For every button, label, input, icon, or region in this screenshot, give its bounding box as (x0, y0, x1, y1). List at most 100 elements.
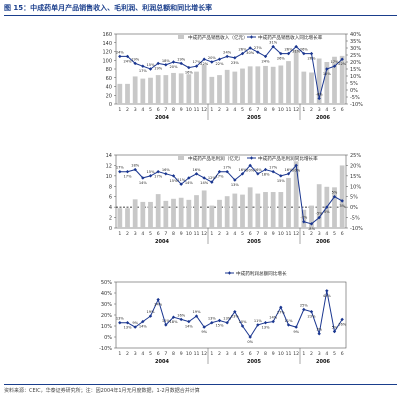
bar (286, 61, 291, 104)
data-label: 20% (292, 168, 301, 172)
x-tick-label: 7 (164, 351, 167, 357)
title-rule (4, 15, 397, 16)
data-label: 19% (154, 66, 163, 70)
data-label: 17% (116, 166, 125, 170)
y-right-tick-label: 25% (350, 53, 361, 59)
x-tick-label: 5 (149, 351, 152, 357)
bar (332, 187, 337, 228)
bar (293, 161, 299, 228)
series-point (240, 324, 245, 328)
legend-swatch-marker (249, 35, 254, 39)
x-tick-label: 4 (233, 351, 236, 357)
data-label: 16% (193, 168, 202, 172)
series-point (248, 46, 252, 50)
data-label: 9% (201, 330, 207, 334)
bar (232, 71, 238, 104)
x-tick-label: 5 (333, 231, 336, 237)
x-tick-label: 4 (141, 107, 144, 113)
bar (201, 64, 207, 104)
series-point (148, 67, 153, 71)
x-tick-label: 2 (218, 351, 221, 357)
series-point (325, 289, 329, 293)
x-tick-label: 5 (241, 231, 244, 237)
x-tick-label: 2 (218, 231, 221, 237)
bar (117, 208, 123, 228)
x-tick-label: 11 (194, 107, 200, 113)
series-point (194, 172, 199, 176)
data-label: 16% (177, 313, 186, 317)
bar (178, 197, 184, 228)
y-left-tick-label: 40% (101, 291, 112, 297)
data-label: 10% (239, 320, 248, 324)
series-point (340, 199, 344, 203)
y-left-tick-label: 4 (109, 205, 112, 211)
x-tick-label: 11 (194, 351, 200, 357)
x-tick-label: 5 (149, 107, 152, 113)
year-label: 2006 (316, 359, 330, 365)
y-right-tick-label: 30% (350, 46, 361, 52)
y-left-tick-label: 0% (104, 335, 112, 341)
series-point (302, 51, 306, 56)
series-point (286, 51, 291, 56)
series-point (233, 56, 237, 60)
data-label: 14% (200, 181, 209, 185)
data-label: 22% (338, 62, 347, 66)
x-tick-label: 7 (256, 107, 259, 113)
data-label: 16% (239, 168, 248, 172)
y-right-tick-label: 20% (350, 60, 361, 66)
data-label: 20% (208, 56, 217, 60)
x-tick-label: 3 (226, 231, 229, 237)
x-tick-label: 12 (293, 107, 299, 113)
data-label: 23% (308, 315, 317, 319)
data-label: 31% (269, 41, 278, 45)
x-tick-label: 3 (226, 107, 229, 113)
data-label: 9% (293, 330, 299, 334)
x-tick-label: 4 (233, 231, 236, 237)
data-label: 16% (285, 168, 294, 172)
bar (178, 73, 184, 104)
series-point (309, 310, 314, 314)
series-point (118, 54, 122, 59)
bar (140, 201, 146, 228)
data-label: 16% (185, 71, 194, 75)
x-tick-label: 6 (249, 231, 252, 237)
series-point (248, 163, 252, 168)
x-tick-label: 5 (333, 351, 336, 357)
plot-frame (115, 154, 347, 229)
data-label: 5% (332, 326, 338, 330)
series-point (317, 96, 321, 101)
y-left-tick-label: 100 (102, 58, 112, 64)
data-label: 15% (323, 72, 332, 76)
x-tick-label: 9 (180, 107, 183, 113)
x-tick-label: 3 (318, 107, 321, 113)
bar (270, 66, 276, 104)
x-tick-label: 4 (325, 351, 328, 357)
bar (309, 72, 314, 104)
bar (247, 66, 253, 104)
x-tick-label: 2 (310, 351, 313, 357)
y-left-tick-label: 140 (102, 41, 112, 47)
data-label: 18% (162, 59, 171, 63)
data-label: 19% (131, 57, 140, 61)
bar (155, 75, 161, 104)
chart-total-profit-growth: -10%0%10%20%30%40%50%13%13%9%14%19%34%11… (99, 270, 347, 365)
series-point (279, 174, 283, 178)
x-tick-label: 2 (126, 107, 129, 113)
series-point (286, 323, 291, 327)
data-label: 5% (332, 191, 338, 195)
bar (155, 194, 161, 228)
bar (316, 58, 322, 104)
data-label: 22% (216, 62, 225, 66)
year-label: 2006 (316, 115, 330, 121)
series-point (233, 310, 237, 314)
series-point (225, 54, 229, 59)
series-point (325, 67, 329, 71)
series-point (332, 195, 337, 199)
data-label: 34% (154, 303, 163, 307)
x-tick-label: 3 (226, 351, 229, 357)
y-left-tick-label: 80 (106, 67, 112, 73)
x-tick-label: 3 (134, 107, 137, 113)
data-label: 11% (254, 319, 263, 323)
bar (316, 184, 322, 228)
data-label: 17% (154, 175, 163, 179)
